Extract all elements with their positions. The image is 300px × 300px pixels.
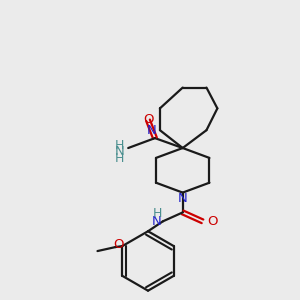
- Text: O: O: [113, 238, 124, 250]
- Text: H: H: [152, 207, 162, 220]
- Text: N: N: [147, 124, 157, 137]
- Text: O: O: [143, 113, 153, 126]
- Text: N: N: [115, 146, 124, 158]
- Text: O: O: [208, 215, 218, 228]
- Text: H: H: [115, 139, 124, 152]
- Text: N: N: [152, 215, 162, 228]
- Text: H: H: [115, 152, 124, 165]
- Text: N: N: [178, 192, 188, 205]
